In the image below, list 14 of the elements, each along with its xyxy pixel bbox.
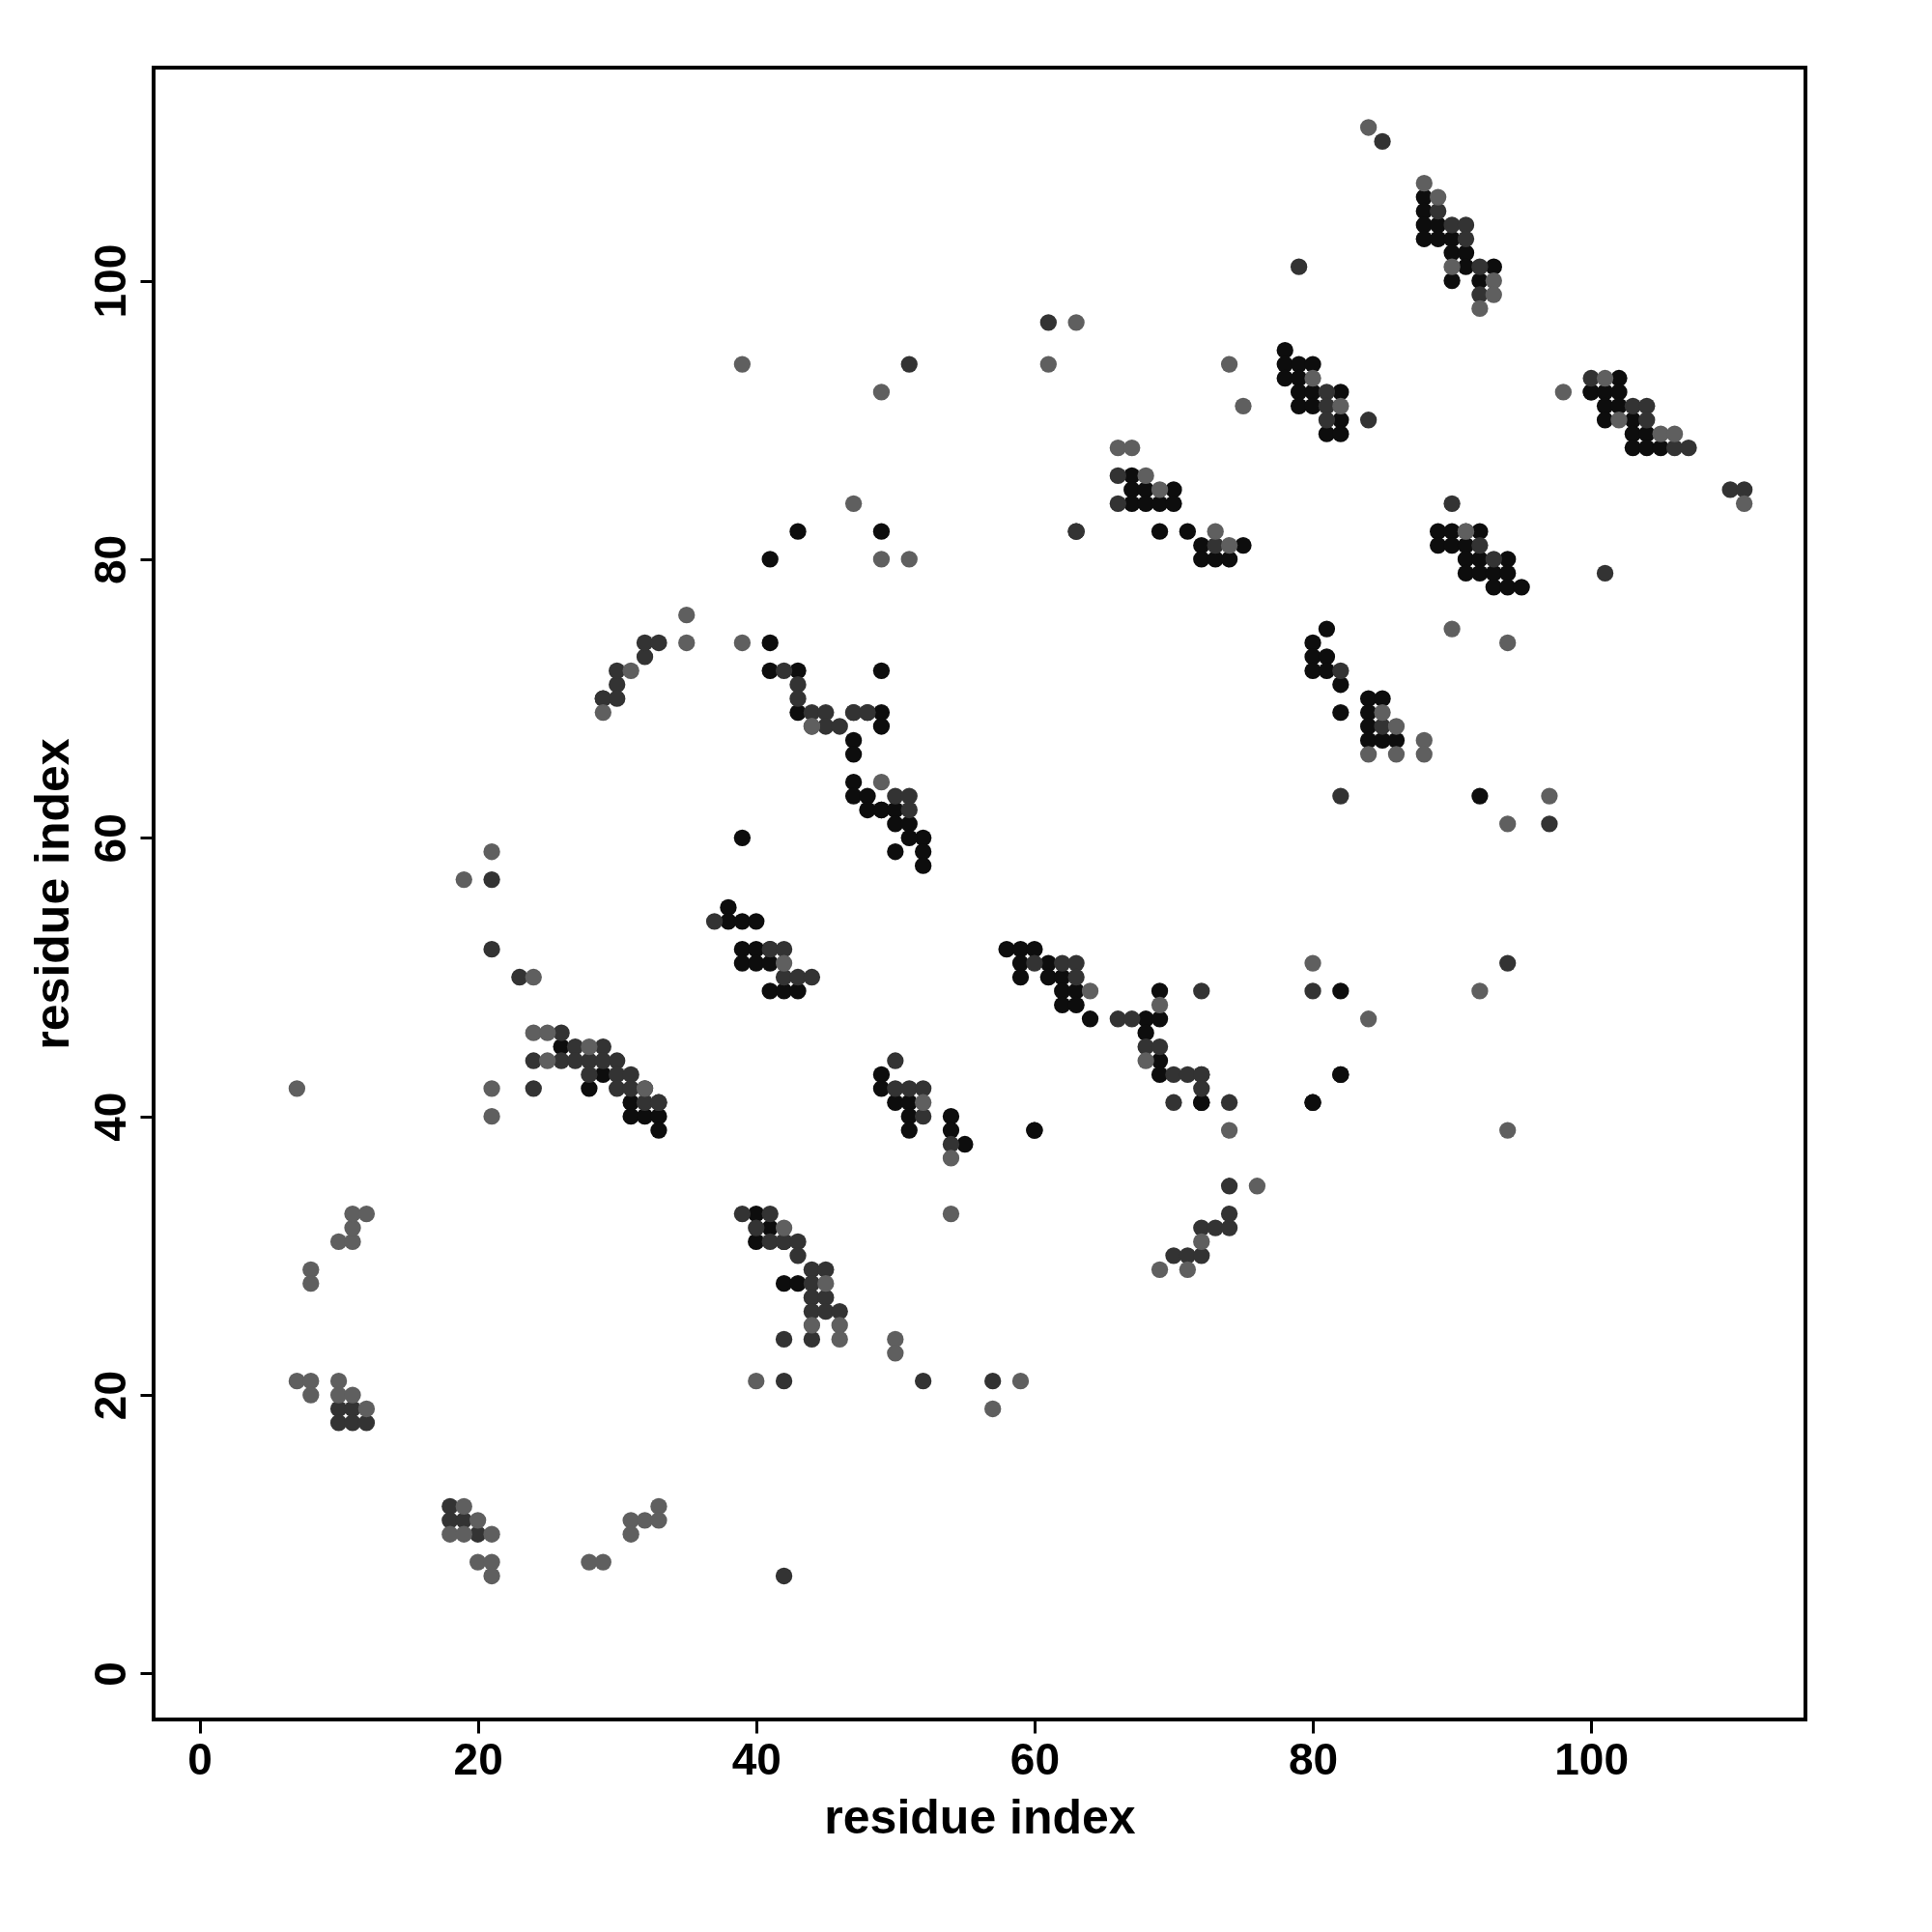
y-tick-label: 0 — [84, 1662, 135, 1687]
x-tick-label: 20 — [453, 1733, 503, 1784]
y-tick-label: 20 — [84, 1370, 135, 1421]
y-axis-title: residue index — [24, 738, 79, 1050]
x-tick-label: 60 — [1009, 1733, 1060, 1784]
y-tick-label: 100 — [84, 243, 135, 319]
y-tick-label: 80 — [84, 534, 135, 585]
x-tick-label: 100 — [1554, 1733, 1630, 1784]
x-tick-label: 80 — [1288, 1733, 1339, 1784]
x-axis-title: residue index — [824, 1789, 1136, 1844]
y-tick-label: 40 — [84, 1092, 135, 1142]
x-tick-label: 40 — [731, 1733, 781, 1784]
x-tick-label: 0 — [187, 1733, 213, 1784]
y-tick-label: 60 — [84, 813, 135, 864]
